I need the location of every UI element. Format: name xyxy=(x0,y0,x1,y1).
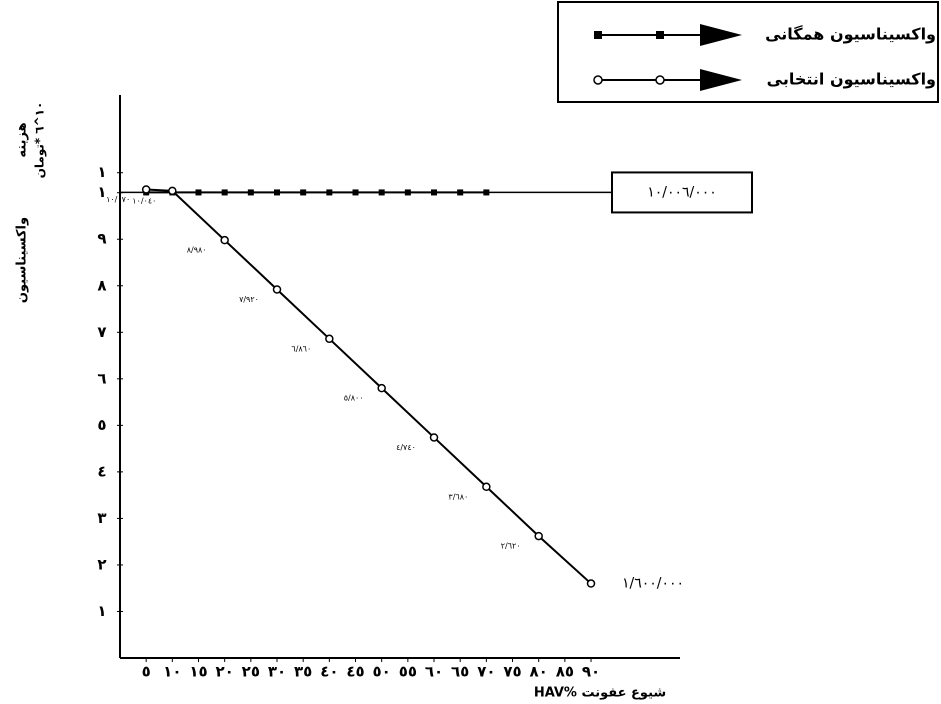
x-tick-label: ٦٠ xyxy=(425,663,443,681)
data-point xyxy=(534,531,543,541)
legend-marker xyxy=(593,75,603,85)
data-point xyxy=(326,189,333,196)
data-point xyxy=(377,383,386,393)
x-tick-label: ٩٠ xyxy=(582,663,600,681)
y-tick-label: ١ xyxy=(97,163,106,181)
x-axis-label: HAV% شیوع عفونت xyxy=(534,686,666,701)
legend-arrow xyxy=(700,24,742,46)
y-tick-label: ٨ xyxy=(97,276,106,294)
y-axis-label: هزینه xyxy=(15,122,30,157)
data-point xyxy=(457,189,464,196)
x-tick-label: ٢٥ xyxy=(242,663,260,681)
data-point xyxy=(195,189,202,196)
data-label: ٤/٧٤٠ xyxy=(396,443,416,452)
data-point xyxy=(168,186,177,196)
data-label: ٣/٦٨٠ xyxy=(448,492,468,501)
x-tick-label: ٤٥ xyxy=(346,663,364,681)
y-tick-label: ١ xyxy=(97,183,106,201)
data-label: ٥/٨٠٠ xyxy=(344,394,364,403)
data-point xyxy=(483,189,490,196)
legend-marker xyxy=(655,75,665,85)
x-tick-label: ٦٥ xyxy=(451,663,469,681)
data-label: ١/٦٠٠/٠٠٠ xyxy=(622,576,684,592)
data-point xyxy=(586,579,596,588)
y-tick-label: ٣ xyxy=(97,509,106,527)
data-label: ١٠/٠٧٠ xyxy=(106,195,130,204)
x-tick-label: ٧٠ xyxy=(477,663,495,681)
data-label: ١٠/٠٤٠ xyxy=(132,196,156,205)
x-tick-label: ٢٠ xyxy=(216,663,234,681)
y-tick-label: ٥ xyxy=(97,416,106,434)
data-point xyxy=(325,334,334,344)
y-tick-label: ٩ xyxy=(97,230,106,248)
x-tick-label: ٨٥ xyxy=(556,663,574,681)
data-point xyxy=(220,235,229,245)
data-point xyxy=(378,189,385,196)
legend-arrow xyxy=(700,69,742,91)
legend-label: واکسیناسیون همگانی xyxy=(765,25,936,44)
data-point xyxy=(272,285,282,294)
data-point xyxy=(404,189,411,196)
y-tick-label: ٧ xyxy=(97,323,106,341)
x-tick-label: ٥ xyxy=(142,663,151,681)
y-tick-label: ٢ xyxy=(97,555,106,573)
x-tick-label: ١٥ xyxy=(189,663,207,681)
legend-box xyxy=(557,1,939,103)
data-point xyxy=(429,433,439,442)
data-point xyxy=(431,189,438,196)
data-point xyxy=(352,189,359,196)
legend-label: واکسیناسیون انتخابی xyxy=(767,70,936,89)
legend-marker xyxy=(656,31,664,39)
y-tick-label: ٤ xyxy=(97,462,106,480)
x-tick-label: ٥٥ xyxy=(399,663,417,681)
x-tick-label: ٨٠ xyxy=(530,663,548,681)
x-tick-label: ٣٠ xyxy=(268,663,286,681)
annotation: ١٠/٠٠٦/٠٠٠ xyxy=(647,184,717,200)
data-point xyxy=(247,189,254,196)
series-line xyxy=(146,188,592,585)
x-tick-label: ٣٥ xyxy=(294,663,312,681)
data-label: ٦/٨٦٠ xyxy=(291,344,311,353)
x-tick-label: ٧٥ xyxy=(503,663,521,681)
data-label: ٧/٩٢٠ xyxy=(239,295,259,304)
annotation-box xyxy=(611,171,753,214)
y-axis-label: ١٠^٦ *تومان xyxy=(33,102,48,179)
y-tick-label: ١ xyxy=(97,602,106,620)
x-tick-label: ٤٠ xyxy=(320,663,338,681)
data-label: ٢/٦٢٠ xyxy=(501,542,521,551)
y-axis-label: واکسیناسیون xyxy=(15,217,30,303)
data-label: ٨/٩٨٠ xyxy=(187,246,207,255)
data-point xyxy=(300,189,307,196)
legend-marker xyxy=(594,31,602,39)
data-point xyxy=(141,185,151,194)
data-point xyxy=(221,189,228,196)
y-tick-label: ٦ xyxy=(97,369,106,387)
data-point xyxy=(482,482,491,492)
data-point xyxy=(274,189,281,196)
x-tick-label: ١٠ xyxy=(163,663,181,681)
x-tick-label: ٥٠ xyxy=(373,663,391,681)
